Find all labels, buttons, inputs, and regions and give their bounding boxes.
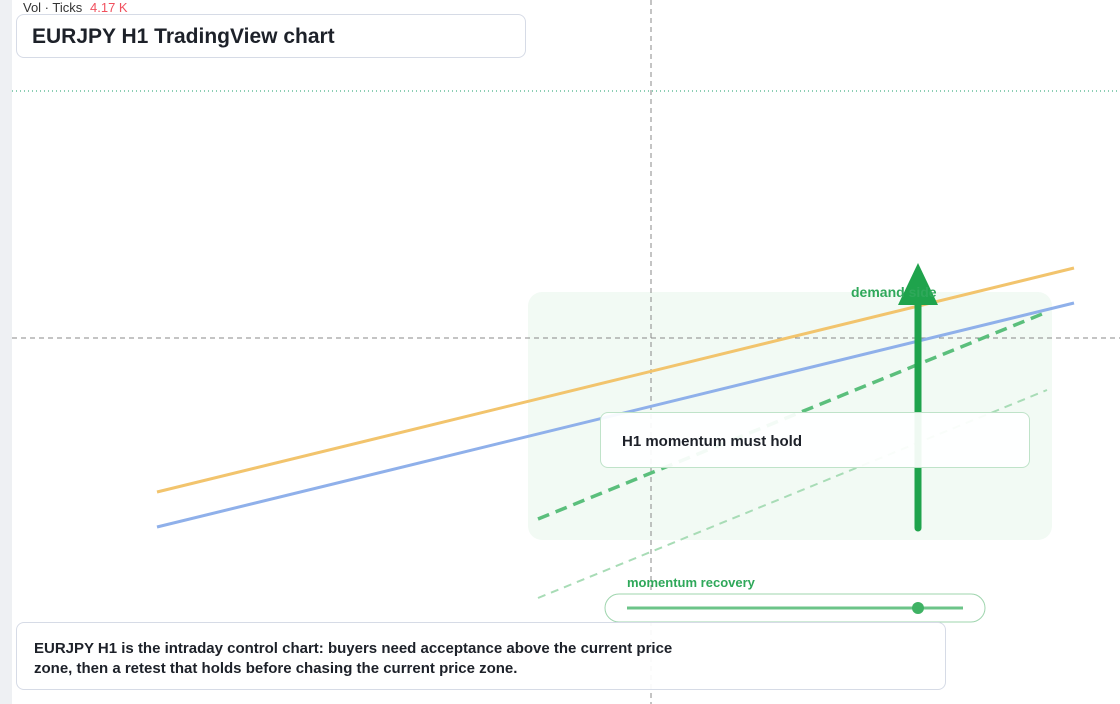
caption: EURJPY H1 is the intraday control chart:…: [34, 639, 672, 679]
annotation: demand side: [851, 284, 937, 300]
caption-box: EURJPY H1 is the intraday control chart:…: [16, 622, 946, 690]
annotation-box: H1 momentum must hold: [600, 412, 1030, 468]
annotation: H1 momentum must hold: [622, 433, 803, 450]
annotation: momentum recovery: [627, 575, 756, 590]
title-box: EURJPY H1 TradingView chart: [16, 14, 526, 58]
caption-line: EURJPY H1 is the intraday control chart:…: [34, 640, 673, 657]
title: EURJPY H1 TradingView chart: [32, 25, 335, 48]
legend-label: Vol · Ticks: [23, 0, 83, 15]
slider-knob[interactable]: [912, 602, 924, 614]
left-strip: [0, 0, 12, 704]
caption-line: zone, then a retest that holds before ch…: [34, 660, 518, 677]
legend-value: 4.17 K: [90, 0, 128, 15]
arrow-head: [898, 263, 938, 305]
projection-line: [537, 389, 1048, 599]
